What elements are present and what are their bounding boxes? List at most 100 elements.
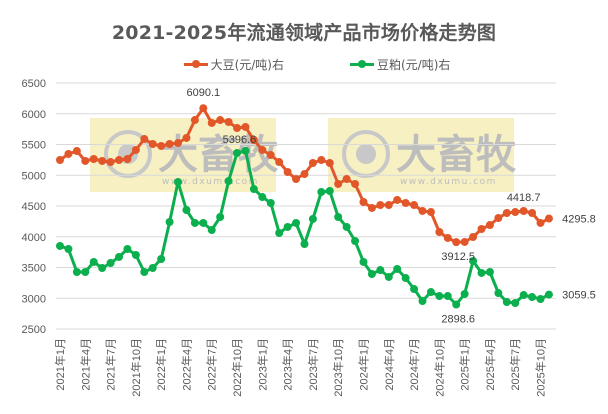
legend-item-soybean[interactable]: 大豆(元/吨)右 — [183, 56, 284, 73]
data-point[interactable] — [393, 195, 402, 204]
data-point[interactable] — [426, 288, 435, 297]
data-point[interactable] — [148, 263, 157, 272]
data-point[interactable] — [485, 267, 494, 276]
data-point[interactable] — [98, 156, 107, 165]
data-point[interactable] — [233, 148, 242, 157]
data-point[interactable] — [317, 187, 326, 196]
data-point[interactable] — [367, 203, 376, 212]
data-point[interactable] — [81, 267, 90, 276]
data-point[interactable] — [308, 159, 317, 168]
data-point[interactable] — [469, 256, 478, 265]
data-point[interactable] — [165, 217, 174, 226]
data-point[interactable] — [325, 186, 334, 195]
data-point[interactable] — [325, 159, 334, 168]
data-point[interactable] — [300, 170, 309, 179]
data-point[interactable] — [418, 206, 427, 215]
data-point[interactable] — [241, 122, 250, 131]
data-point[interactable] — [56, 241, 64, 250]
data-point[interactable] — [182, 205, 191, 214]
data-point[interactable] — [452, 300, 461, 309]
data-point[interactable] — [410, 285, 419, 294]
data-point[interactable] — [64, 149, 73, 158]
data-point[interactable] — [258, 193, 267, 202]
data-point[interactable] — [115, 155, 124, 164]
data-point[interactable] — [283, 167, 292, 176]
data-point[interactable] — [519, 291, 528, 300]
data-point[interactable] — [477, 268, 486, 277]
data-point[interactable] — [410, 201, 419, 210]
data-point[interactable] — [216, 116, 225, 125]
data-point[interactable] — [426, 208, 435, 217]
data-point[interactable] — [89, 155, 98, 164]
data-point[interactable] — [519, 206, 528, 215]
data-point[interactable] — [494, 213, 503, 222]
data-point[interactable] — [384, 201, 393, 210]
data-point[interactable] — [207, 225, 216, 234]
data-point[interactable] — [443, 233, 452, 242]
data-point[interactable] — [148, 140, 157, 149]
data-point[interactable] — [376, 201, 385, 210]
data-point[interactable] — [292, 218, 301, 227]
data-point[interactable] — [115, 252, 124, 261]
data-point[interactable] — [418, 297, 427, 306]
data-point[interactable] — [249, 185, 258, 194]
data-point[interactable] — [131, 251, 140, 260]
data-point[interactable] — [216, 213, 225, 222]
data-point[interactable] — [384, 272, 393, 281]
data-point[interactable] — [233, 124, 242, 133]
data-point[interactable] — [359, 198, 368, 207]
data-point[interactable] — [199, 104, 208, 113]
data-point[interactable] — [469, 232, 478, 241]
data-point[interactable] — [317, 155, 326, 164]
data-point[interactable] — [351, 236, 360, 245]
data-point[interactable] — [351, 179, 360, 188]
data-point[interactable] — [224, 177, 233, 186]
data-point[interactable] — [199, 218, 208, 227]
data-point[interactable] — [435, 228, 444, 237]
data-point[interactable] — [401, 198, 410, 207]
data-point[interactable] — [182, 133, 191, 142]
data-point[interactable] — [72, 267, 81, 276]
data-point[interactable] — [452, 238, 461, 247]
data-point[interactable] — [528, 293, 537, 302]
data-point[interactable] — [106, 158, 115, 167]
data-point[interactable] — [224, 117, 233, 126]
data-point[interactable] — [502, 209, 511, 218]
data-point[interactable] — [275, 228, 284, 237]
data-point[interactable] — [190, 218, 199, 227]
data-point[interactable] — [536, 294, 545, 303]
data-point[interactable] — [140, 134, 149, 143]
data-point[interactable] — [477, 225, 486, 234]
data-point[interactable] — [283, 222, 292, 231]
data-point[interactable] — [241, 146, 250, 155]
data-point[interactable] — [140, 267, 149, 276]
data-point[interactable] — [207, 118, 216, 127]
data-point[interactable] — [511, 298, 520, 307]
data-point[interactable] — [190, 116, 199, 125]
data-point[interactable] — [359, 257, 368, 266]
data-point[interactable] — [292, 175, 301, 184]
data-point[interactable] — [334, 213, 343, 222]
data-point[interactable] — [106, 259, 115, 268]
data-point[interactable] — [367, 270, 376, 279]
data-point[interactable] — [174, 139, 183, 148]
data-point[interactable] — [342, 175, 351, 184]
data-point[interactable] — [544, 290, 553, 299]
legend-item-soymeal[interactable]: 豆粕(元/吨)右 — [350, 56, 450, 73]
data-point[interactable] — [511, 208, 520, 217]
data-point[interactable] — [334, 179, 343, 188]
data-point[interactable] — [266, 151, 275, 160]
data-point[interactable] — [275, 158, 284, 167]
data-point[interactable] — [460, 290, 469, 299]
data-point[interactable] — [308, 214, 317, 223]
data-point[interactable] — [258, 145, 267, 154]
data-point[interactable] — [544, 214, 553, 223]
data-point[interactable] — [376, 266, 385, 275]
data-point[interactable] — [123, 244, 132, 253]
data-point[interactable] — [89, 257, 98, 266]
data-point[interactable] — [502, 298, 511, 307]
data-point[interactable] — [435, 292, 444, 301]
data-point[interactable] — [266, 198, 275, 207]
data-point[interactable] — [56, 155, 64, 164]
data-point[interactable] — [123, 155, 132, 164]
